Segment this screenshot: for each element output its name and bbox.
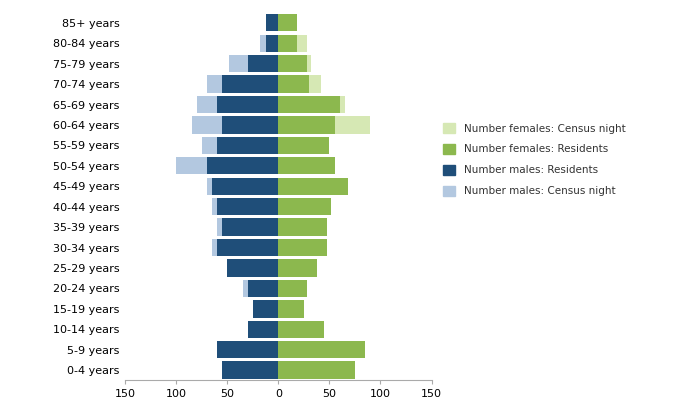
Bar (191, 116, 278, 134)
Bar (278, 362, 355, 379)
Bar (212, 198, 278, 215)
Bar (278, 35, 296, 52)
Bar (278, 341, 365, 358)
Bar (278, 14, 296, 31)
Bar (278, 219, 327, 236)
Bar (278, 300, 304, 318)
Bar (266, 35, 278, 52)
Bar (248, 321, 278, 338)
Bar (212, 239, 278, 256)
Bar (278, 137, 329, 154)
Bar (217, 219, 278, 236)
Bar (248, 280, 278, 297)
Bar (278, 198, 331, 215)
Bar (278, 321, 324, 338)
Bar (248, 321, 278, 338)
Bar (278, 55, 307, 72)
Bar (253, 300, 278, 318)
Bar (266, 14, 278, 31)
Bar (230, 55, 278, 72)
Bar (212, 178, 278, 195)
Bar (217, 137, 278, 154)
Bar (278, 239, 327, 256)
Bar (197, 96, 278, 113)
Bar (278, 300, 304, 318)
Bar (202, 137, 278, 154)
Bar (278, 219, 327, 236)
Bar (278, 362, 355, 379)
Bar (278, 96, 345, 113)
Bar (217, 341, 278, 358)
Bar (222, 219, 278, 236)
Bar (260, 35, 278, 52)
Bar (278, 259, 317, 277)
Bar (278, 341, 365, 358)
Bar (278, 14, 296, 31)
Bar (176, 157, 278, 174)
Bar (207, 75, 278, 93)
Bar (207, 157, 278, 174)
Bar (278, 116, 370, 134)
Bar (278, 178, 348, 195)
Bar (253, 300, 278, 318)
Bar (207, 178, 278, 195)
Bar (278, 75, 309, 93)
Bar (278, 137, 329, 154)
Bar (228, 259, 278, 277)
Bar (222, 116, 278, 134)
Bar (248, 55, 278, 72)
Bar (217, 198, 278, 215)
Bar (217, 239, 278, 256)
Bar (278, 198, 331, 215)
Bar (217, 96, 278, 113)
Bar (278, 75, 322, 93)
Bar (222, 362, 278, 379)
Bar (278, 280, 307, 297)
Bar (278, 321, 324, 338)
Bar (222, 75, 278, 93)
Bar (222, 362, 278, 379)
Bar (278, 239, 327, 256)
Bar (278, 96, 340, 113)
Bar (278, 280, 307, 297)
Bar (278, 35, 307, 52)
Bar (278, 157, 335, 174)
Bar (278, 157, 335, 174)
Bar (228, 259, 278, 277)
Legend: Number females: Census night, Number females: Residents, Number males: Residents: Number females: Census night, Number fem… (443, 123, 626, 196)
Bar (243, 280, 278, 297)
Bar (278, 259, 317, 277)
Bar (278, 116, 335, 134)
Bar (266, 14, 278, 31)
Bar (278, 178, 348, 195)
Bar (217, 341, 278, 358)
Bar (278, 55, 311, 72)
